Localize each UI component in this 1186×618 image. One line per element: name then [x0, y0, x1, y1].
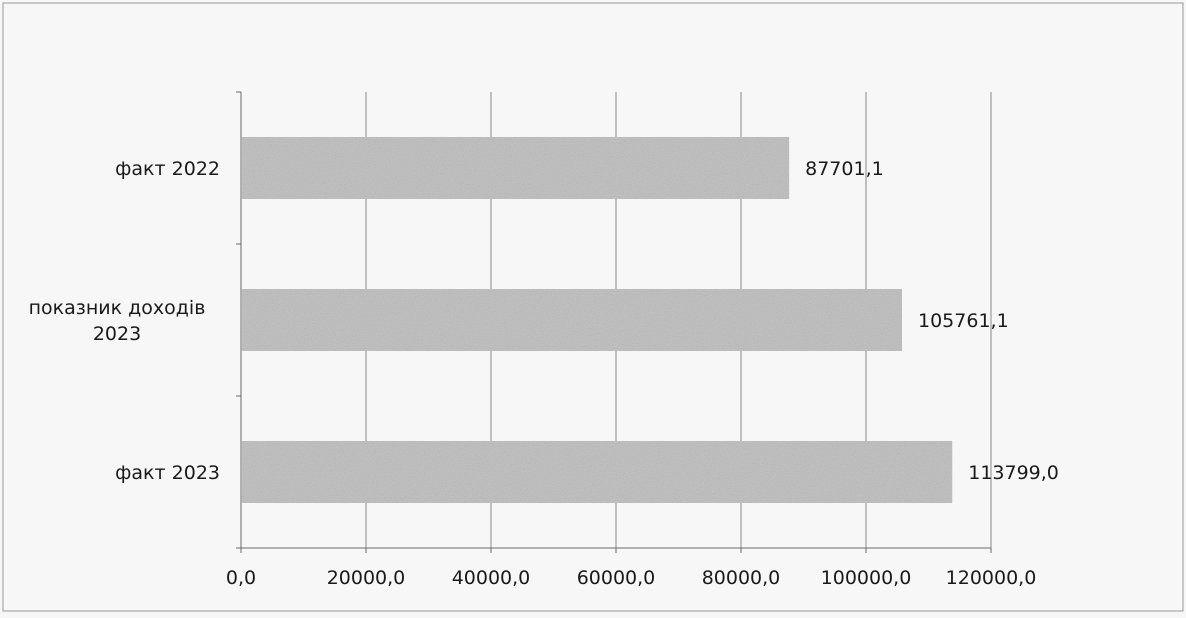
bar	[242, 441, 953, 503]
category-label: факт 2022	[115, 158, 220, 180]
x-tick-label: 100000,0	[821, 567, 912, 589]
data-label: 105761,1	[918, 310, 1009, 332]
data-label: 87701,1	[805, 158, 884, 180]
category-label: факт 2023	[115, 462, 220, 484]
x-tick-label: 60000,0	[577, 567, 656, 589]
x-tick-label: 40000,0	[452, 567, 531, 589]
x-tick-label: 0,0	[226, 567, 256, 589]
category-label: показник доходів	[29, 297, 206, 319]
x-tick-label: 20000,0	[327, 567, 406, 589]
x-tick-label: 80000,0	[702, 567, 781, 589]
category-label: 2023	[93, 323, 141, 345]
bar	[242, 289, 903, 351]
bar	[242, 137, 790, 199]
x-tick-label: 120000,0	[946, 567, 1037, 589]
data-label: 113799,0	[968, 462, 1059, 484]
